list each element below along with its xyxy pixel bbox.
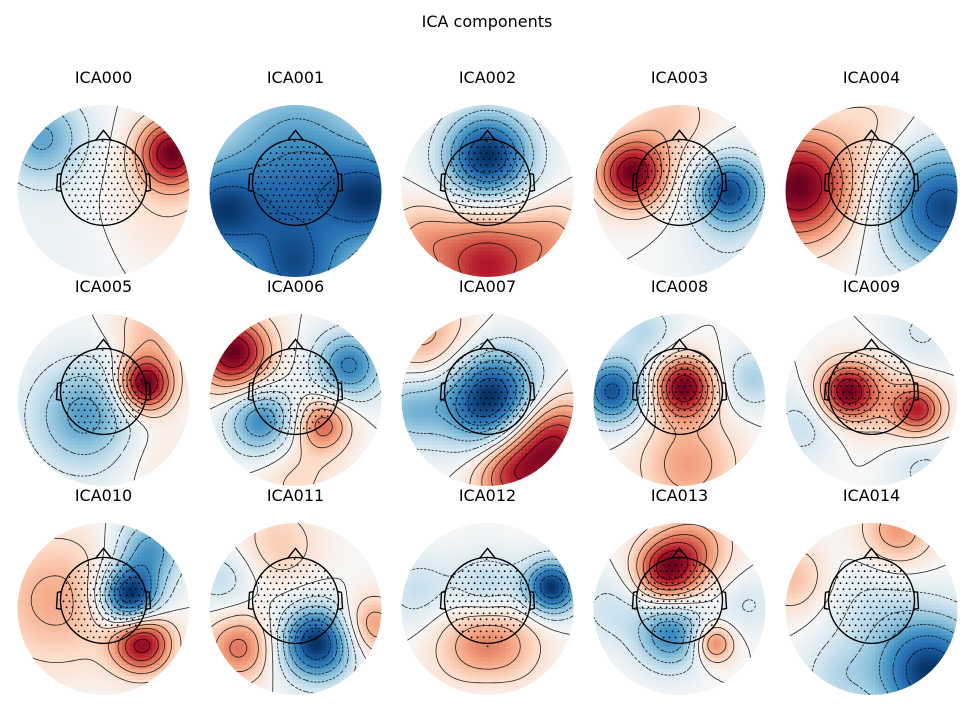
topomap-ica014: ICA014 <box>785 486 958 695</box>
head-outline <box>439 338 536 436</box>
component-title: ICA010 <box>75 486 132 505</box>
topomap-ica013: ICA013 <box>593 486 766 695</box>
head-outline <box>439 129 536 227</box>
sensor-dots <box>62 140 143 221</box>
sensor-dots <box>638 140 719 221</box>
topomap-ica012: ICA012 <box>401 486 574 695</box>
component-title: ICA008 <box>651 277 708 296</box>
head-outline <box>823 547 920 645</box>
head-outline <box>823 129 920 227</box>
sensor-dots <box>254 140 335 221</box>
sensor-dots <box>254 558 335 639</box>
sensor-dots <box>62 349 143 430</box>
component-title: ICA005 <box>75 277 132 296</box>
head-outline <box>631 547 728 645</box>
topomap-ica005: ICA005 <box>17 277 190 486</box>
contour-lines <box>785 105 958 277</box>
component-title: ICA000 <box>75 68 132 87</box>
contour-lines <box>785 523 958 695</box>
component-title: ICA013 <box>651 486 708 505</box>
component-title: ICA011 <box>267 486 324 505</box>
head-outline <box>55 338 152 436</box>
head-outline <box>631 338 728 436</box>
component-title: ICA002 <box>459 68 516 87</box>
topomap-ica008: ICA008 <box>593 277 766 486</box>
head-outline <box>247 129 344 227</box>
sensor-dots <box>830 558 911 639</box>
sensor-dots <box>446 558 527 639</box>
topomap-grid: ICA000 ICA001 ICA002 ICA003 ICA004 ICA005 ICA0… <box>17 68 958 695</box>
topomap-ica006: ICA006 <box>209 277 382 486</box>
contour-lines <box>24 314 183 486</box>
topomap-ica009: ICA009 <box>785 277 958 486</box>
component-title: ICA012 <box>459 486 516 505</box>
component-title: ICA001 <box>267 68 324 87</box>
topomap-ica004: ICA004 <box>785 68 958 277</box>
field-map <box>401 523 574 695</box>
field-map <box>785 314 958 486</box>
component-title: ICA007 <box>459 277 516 296</box>
figure-title: ICA components <box>422 12 553 31</box>
sensor-dots <box>446 140 527 221</box>
sensor-dots <box>830 140 911 221</box>
head-outline <box>823 338 920 436</box>
topomap-ica010: ICA010 <box>17 486 190 695</box>
topomap-ica011: ICA011 <box>209 486 382 695</box>
head-outline <box>631 129 728 227</box>
topomap-ica007: ICA007 <box>401 277 574 486</box>
topomap-ica002: ICA002 <box>401 68 574 277</box>
topomap-ica001: ICA001 <box>209 68 382 277</box>
topomap-ica000: ICA000 <box>17 68 190 277</box>
component-title: ICA006 <box>267 277 324 296</box>
head-outline <box>439 547 536 645</box>
head-outline <box>55 129 152 227</box>
sensor-dots <box>446 349 527 430</box>
topomap-ica003: ICA003 <box>593 68 766 277</box>
sensor-dots <box>62 558 143 639</box>
head-outline <box>247 338 344 436</box>
contour-lines <box>401 550 574 684</box>
sensor-dots <box>830 349 911 430</box>
head-outline <box>55 547 152 645</box>
sensor-dots <box>254 349 335 430</box>
component-title: ICA014 <box>843 486 900 505</box>
sensor-dots <box>638 349 719 430</box>
head-outline <box>247 547 344 645</box>
component-title: ICA009 <box>843 277 900 296</box>
component-title: ICA003 <box>651 68 708 87</box>
component-title: ICA004 <box>843 68 900 87</box>
sensor-dots <box>638 558 719 639</box>
